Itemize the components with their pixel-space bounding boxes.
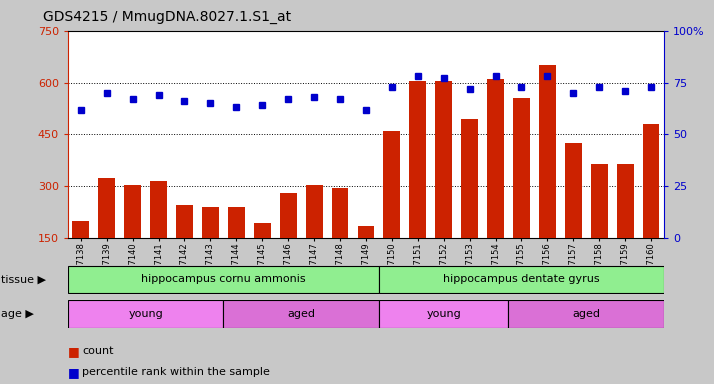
Bar <box>487 79 504 238</box>
Text: hippocampus dentate gyrus: hippocampus dentate gyrus <box>443 274 600 285</box>
Text: age ▶: age ▶ <box>1 309 34 319</box>
Text: ■: ■ <box>68 366 79 379</box>
Bar <box>253 223 271 238</box>
Bar <box>617 164 633 238</box>
Bar <box>565 143 582 238</box>
Bar <box>124 184 141 238</box>
Bar <box>306 184 323 238</box>
Bar <box>358 226 374 238</box>
Bar <box>379 266 664 293</box>
Bar <box>150 181 167 238</box>
Text: aged: aged <box>572 309 600 319</box>
Bar <box>643 124 660 238</box>
Bar <box>409 81 426 238</box>
Text: tissue ▶: tissue ▶ <box>1 274 46 285</box>
Bar <box>508 300 664 328</box>
Bar <box>68 266 379 293</box>
Bar <box>379 300 508 328</box>
Text: young: young <box>129 309 163 319</box>
Bar <box>68 300 223 328</box>
Bar <box>99 177 115 238</box>
Bar <box>383 131 401 238</box>
Text: percentile rank within the sample: percentile rank within the sample <box>82 367 270 377</box>
Text: hippocampus cornu ammonis: hippocampus cornu ammonis <box>141 274 306 285</box>
Bar <box>513 98 530 238</box>
Bar <box>590 164 608 238</box>
Bar <box>202 207 218 238</box>
Bar <box>72 221 89 238</box>
Bar <box>228 207 245 238</box>
Text: count: count <box>82 346 114 356</box>
Bar <box>280 193 296 238</box>
Bar <box>461 119 478 238</box>
Bar <box>436 81 452 238</box>
Text: young: young <box>426 309 461 319</box>
Bar <box>539 65 555 238</box>
Text: GDS4215 / MmugDNA.8027.1.S1_at: GDS4215 / MmugDNA.8027.1.S1_at <box>43 10 291 23</box>
Bar <box>223 300 379 328</box>
Bar <box>176 205 193 238</box>
Text: aged: aged <box>287 309 315 319</box>
Bar <box>331 188 348 238</box>
Text: ■: ■ <box>68 345 79 358</box>
